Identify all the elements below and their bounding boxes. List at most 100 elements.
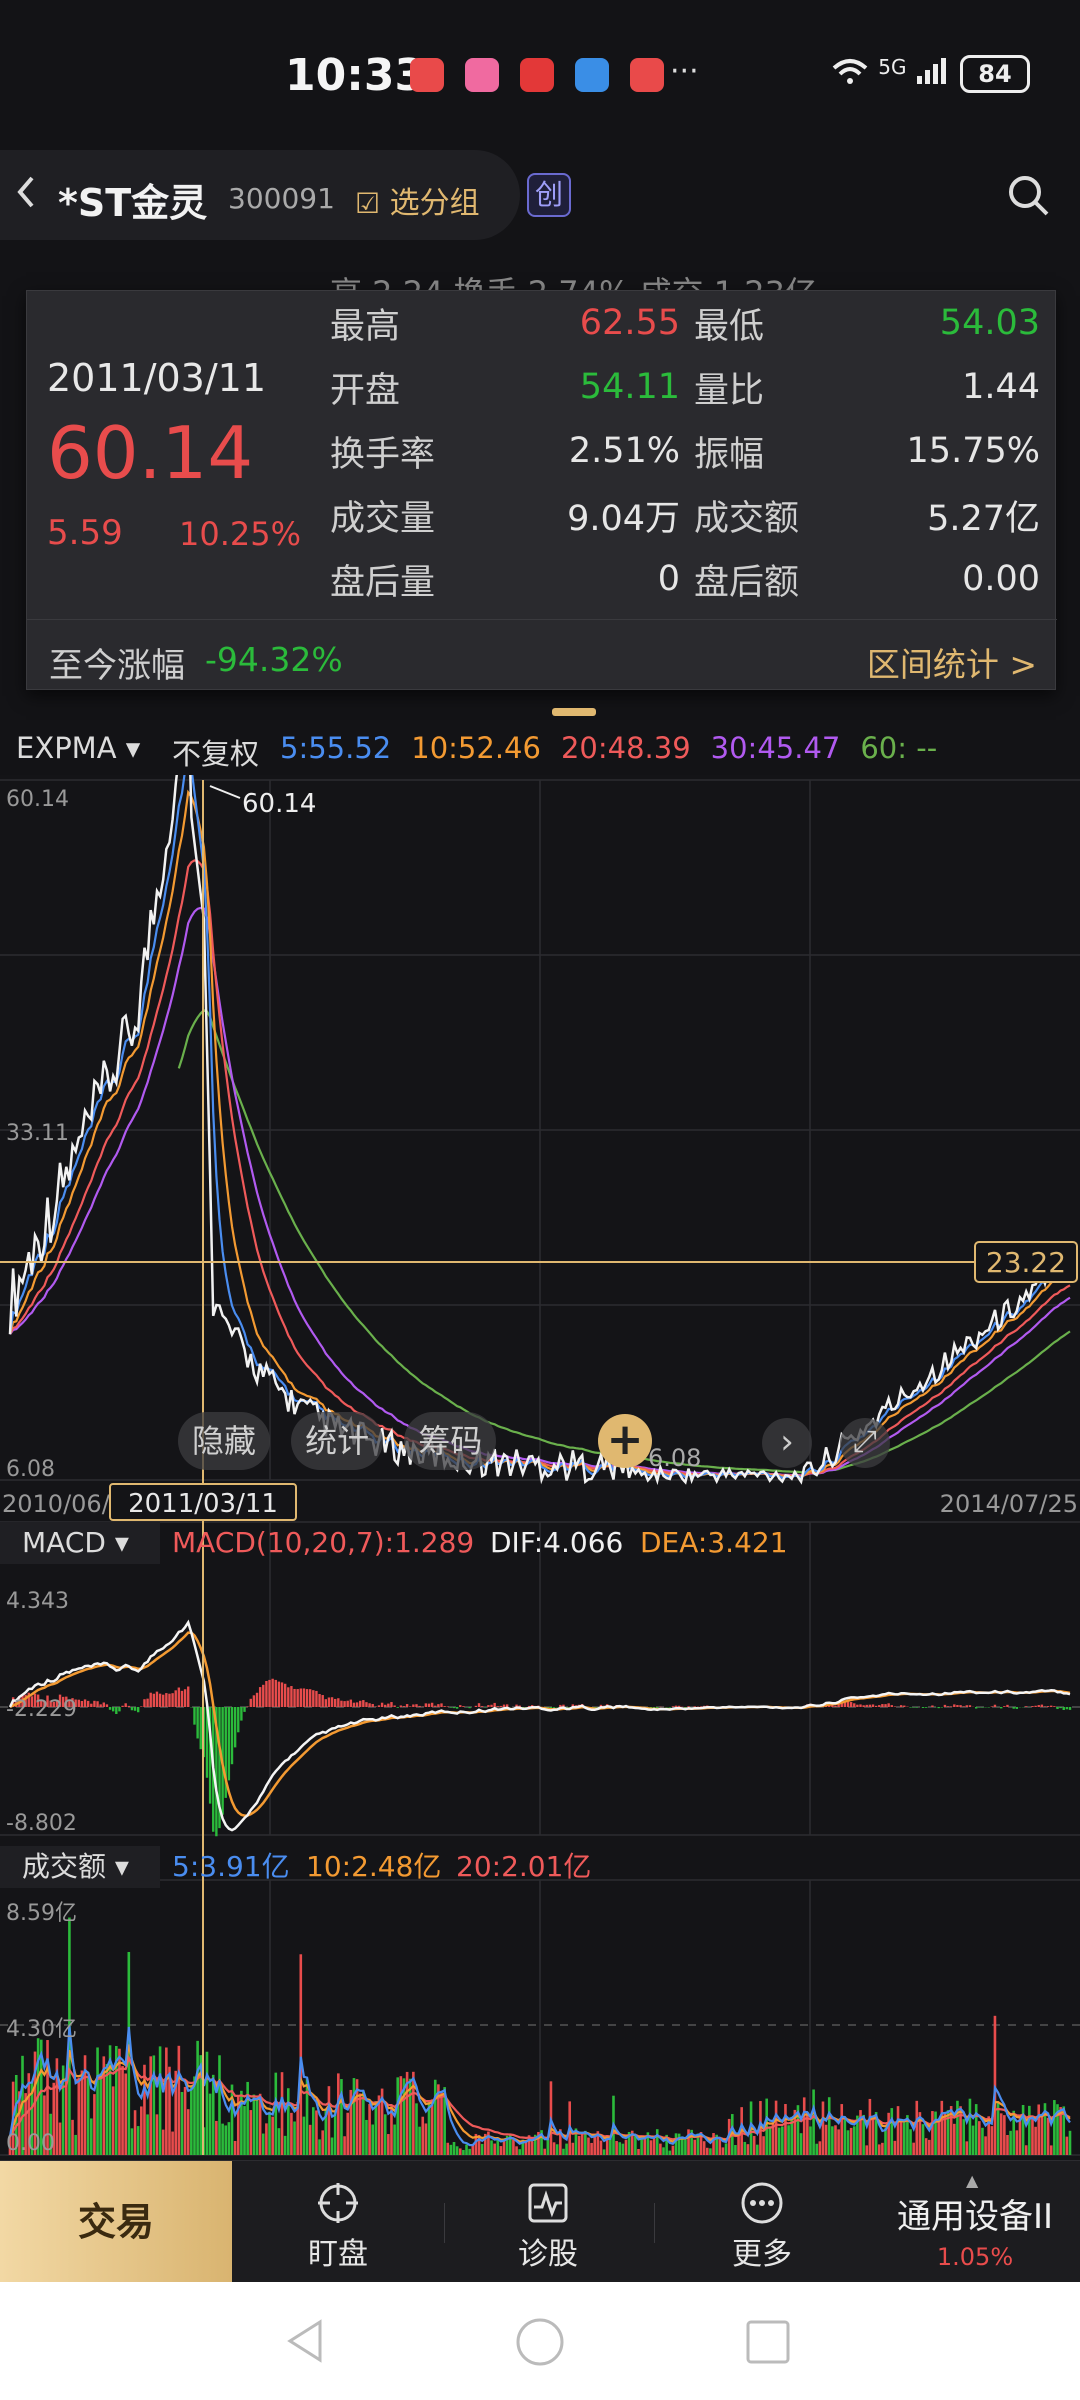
turnover-bar [1031, 2115, 1034, 2155]
stat-value: 2.51% [568, 431, 680, 471]
turnover-bar [121, 2066, 124, 2155]
stats-button[interactable]: 统计 [291, 1412, 384, 1470]
sector-button[interactable]: ▲ 通用设备II 1.05% [870, 2161, 1080, 2283]
turnover-bar [249, 2110, 253, 2155]
turnover-bar [374, 2101, 378, 2155]
popup-stats-grid: 最高 62.55 最低 54.03 开盘 54.11 量比 1.44 换手率 2.5… [330, 291, 1040, 611]
turnover-bar [318, 2139, 321, 2155]
turnover-bar [99, 2073, 102, 2155]
turnover-bar [899, 2120, 903, 2155]
next-arrow-button[interactable]: › [762, 1418, 812, 1468]
turnover-bar [874, 2112, 878, 2155]
interval-stats-link[interactable]: 区间统计 > [866, 645, 1037, 684]
turnover-bar [93, 2094, 96, 2155]
turnover-bar [843, 2117, 847, 2155]
back-triangle-icon[interactable] [280, 2316, 330, 2366]
signal-indicators: 5G [830, 55, 949, 86]
turnover-bar [999, 2113, 1003, 2155]
recents-square-icon[interactable] [744, 2318, 792, 2366]
adjust-selector[interactable]: 不复权 [172, 737, 260, 771]
turnover-bar [296, 2101, 299, 2155]
turnover-bar [1012, 2110, 1016, 2155]
turnover-bar [840, 2104, 844, 2155]
stock-charts[interactable]: 23.22 60.14 33.11 6.08 60.14 6.08 2010/0… [0, 775, 1080, 2160]
turnover-bar [571, 2142, 575, 2155]
back-button[interactable] [10, 172, 40, 221]
search-button[interactable] [1005, 172, 1051, 222]
turnover-bar [183, 2087, 187, 2155]
turnover-bar [849, 2127, 853, 2155]
turnover-bar [61, 2065, 65, 2155]
turnover-bar [1040, 2114, 1044, 2155]
turnover-bar [424, 2123, 428, 2155]
stat-value: 62.55 [579, 303, 680, 343]
sector-name: 通用设备II [896, 2197, 1054, 2237]
fullscreen-button[interactable]: ⤢ [840, 1418, 890, 1468]
turnover-bar [906, 2115, 909, 2155]
indicator-selector[interactable]: EXPMA ▾ [16, 731, 141, 765]
trade-button[interactable]: 交易 [0, 2161, 232, 2283]
popup-stat-row: 换手率 2.51% 振幅 15.75% [330, 419, 1040, 483]
macd-axis-bottom: -8.802 [6, 1811, 77, 1836]
turnover-bar [959, 2106, 962, 2155]
diagnose-tab[interactable]: 诊股 [478, 2161, 618, 2283]
turnover-bar [974, 2104, 978, 2155]
turnover-bar [577, 2135, 581, 2155]
turnover-bar [365, 2119, 368, 2155]
turnover-bar [321, 2130, 324, 2155]
dif-value: DIF:4.066 [490, 1526, 623, 1559]
turnover-bar [702, 2141, 706, 2155]
turnover-bar [715, 2134, 718, 2155]
home-circle-icon[interactable] [514, 2316, 566, 2368]
stat-value: 15.75% [906, 431, 1040, 471]
day-detail-popup: 2011/03/11 60.14 5.59 10.25% 最高 62.55 最低… [26, 290, 1057, 690]
turnover-bar [565, 2143, 568, 2155]
nav-divider [654, 2203, 655, 2243]
crosshair-price-label: 23.22 [986, 1246, 1066, 1279]
checkbox-icon: ☑ [355, 187, 381, 220]
turnover-bar [559, 2129, 562, 2155]
turnover-bar [174, 2070, 178, 2155]
turnover-bar [627, 2132, 631, 2155]
watch-tab[interactable]: 盯盘 [268, 2161, 408, 2283]
turnover-bar [1006, 2135, 1009, 2155]
turnover-bar [190, 2087, 193, 2155]
turnover-bar [455, 2146, 459, 2155]
turnover-axis-bottom: 0.00 [6, 2131, 55, 2156]
turnover-bar [77, 2077, 81, 2155]
macd-selector: MACD ▾ [22, 1526, 129, 1559]
turnover-bar [521, 2139, 525, 2155]
turnover-bar [774, 2100, 778, 2155]
chart-drag-handle[interactable] [552, 708, 596, 716]
turnover-bar [543, 2148, 546, 2155]
turnover-bar [584, 2130, 587, 2155]
turnover-bar [143, 2064, 146, 2155]
stat-label: 振幅 [694, 434, 765, 475]
stat-label: 盘后额 [694, 562, 800, 603]
hide-button[interactable]: 隐藏 [178, 1412, 271, 1470]
more-tab[interactable]: 更多 [692, 2161, 832, 2283]
turnover-bar [483, 2133, 487, 2155]
price-axis-mid: 33.11 [6, 1121, 69, 1146]
turnover-bar [430, 2099, 434, 2155]
turnover-bar [590, 2142, 593, 2155]
turnover-bar [912, 2142, 915, 2155]
turnover-bar [236, 2095, 240, 2155]
turnover-bar [859, 2110, 862, 2155]
turnover-selector: 成交额 ▾ [22, 1850, 129, 1883]
turnover-bar [687, 2129, 690, 2155]
turnover-bar [1018, 2118, 1022, 2155]
turnover-bar [205, 2051, 209, 2155]
stat-label: 成交量 [330, 498, 436, 539]
turnover-bar [896, 2106, 900, 2155]
turnover-bar [868, 2098, 872, 2155]
turnover-bar [1062, 2106, 1066, 2155]
select-group-button[interactable]: ☑ 选分组 [355, 178, 480, 222]
turnover-bar [596, 2131, 600, 2155]
chips-button[interactable]: 筹码 [404, 1412, 497, 1470]
turnover-bar [934, 2111, 937, 2155]
add-plus-button[interactable]: + [598, 1414, 652, 1468]
turnover-bar [130, 2128, 134, 2155]
price-line [8, 775, 1072, 1486]
turnover-bar [743, 2141, 747, 2155]
